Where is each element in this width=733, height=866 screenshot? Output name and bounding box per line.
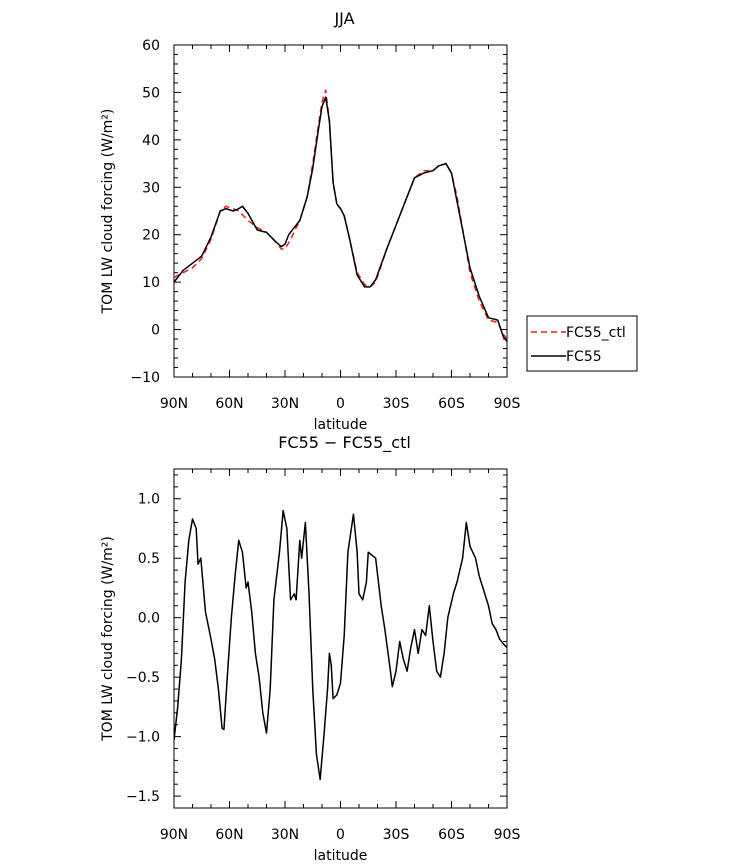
y-tick-label: 0.5	[138, 551, 160, 567]
x-tick-label: 60S	[438, 396, 465, 412]
y-tick-label: 60	[142, 38, 160, 54]
x-tick-label: 0	[336, 396, 345, 412]
y-tick-label: 40	[142, 133, 160, 149]
y-tick-label: −1.5	[126, 789, 160, 805]
y-axis-label: TOM LW cloud forcing (W/m²)	[100, 109, 116, 315]
legend-label: FC55	[566, 349, 602, 365]
x-tick-label: 90N	[160, 827, 188, 843]
chart-panel-2: 90N 60N 30N 0 30S 60S 90S −1.5 −1.0 −0.5 0.0 0.5 1.0…	[100, 433, 520, 864]
y-tick-label: −10	[130, 370, 160, 386]
chart-title: FC55 − FC55_ctl	[278, 433, 411, 453]
x-tick-label: 30S	[383, 827, 410, 843]
series-line-fc55-ctl	[174, 89, 507, 340]
x-axis-label: latitude	[314, 848, 368, 864]
x-tick-label: 30S	[383, 396, 410, 412]
x-tick-label: 30N	[271, 396, 299, 412]
x-tick-label: 90S	[494, 396, 521, 412]
x-axis-label: latitude	[314, 417, 368, 433]
x-tick-label: 60N	[215, 827, 243, 843]
series-line-fc55	[174, 96, 507, 342]
y-tick-label: 30	[142, 180, 160, 196]
y-tick-label: 1.0	[138, 492, 160, 508]
y-tick-label: −0.5	[126, 670, 160, 686]
x-tick-label: 60S	[438, 827, 465, 843]
y-tick-label: 10	[142, 275, 160, 291]
chart-panel-1: 90N 60N 30N 0 30S 60S 90S −10 0 10 20 30 40 50 60 JJA la…	[100, 9, 638, 433]
legend-box	[526, 315, 638, 372]
x-tick-label: 90S	[494, 827, 521, 843]
legend: FC55_ctl FC55	[526, 315, 638, 372]
y-tick-label: 50	[142, 85, 160, 101]
x-tick-label: 30N	[271, 827, 299, 843]
x-tick-label: 90N	[160, 396, 188, 412]
plot-frame	[173, 468, 508, 809]
y-tick-label: −1.0	[126, 730, 160, 746]
legend-label: FC55_ctl	[566, 325, 626, 341]
chart-title: JJA	[333, 9, 354, 28]
x-tick-label: 0	[336, 827, 345, 843]
x-tick-label: 60N	[215, 396, 243, 412]
plot-frame	[173, 44, 508, 378]
y-tick-label: 0	[151, 323, 160, 339]
y-tick-label: 0.0	[138, 611, 160, 627]
y-tick-label: 20	[142, 228, 160, 244]
series-line-difference	[174, 509, 507, 781]
y-axis-label: TOM LW cloud forcing (W/m²)	[100, 536, 116, 742]
